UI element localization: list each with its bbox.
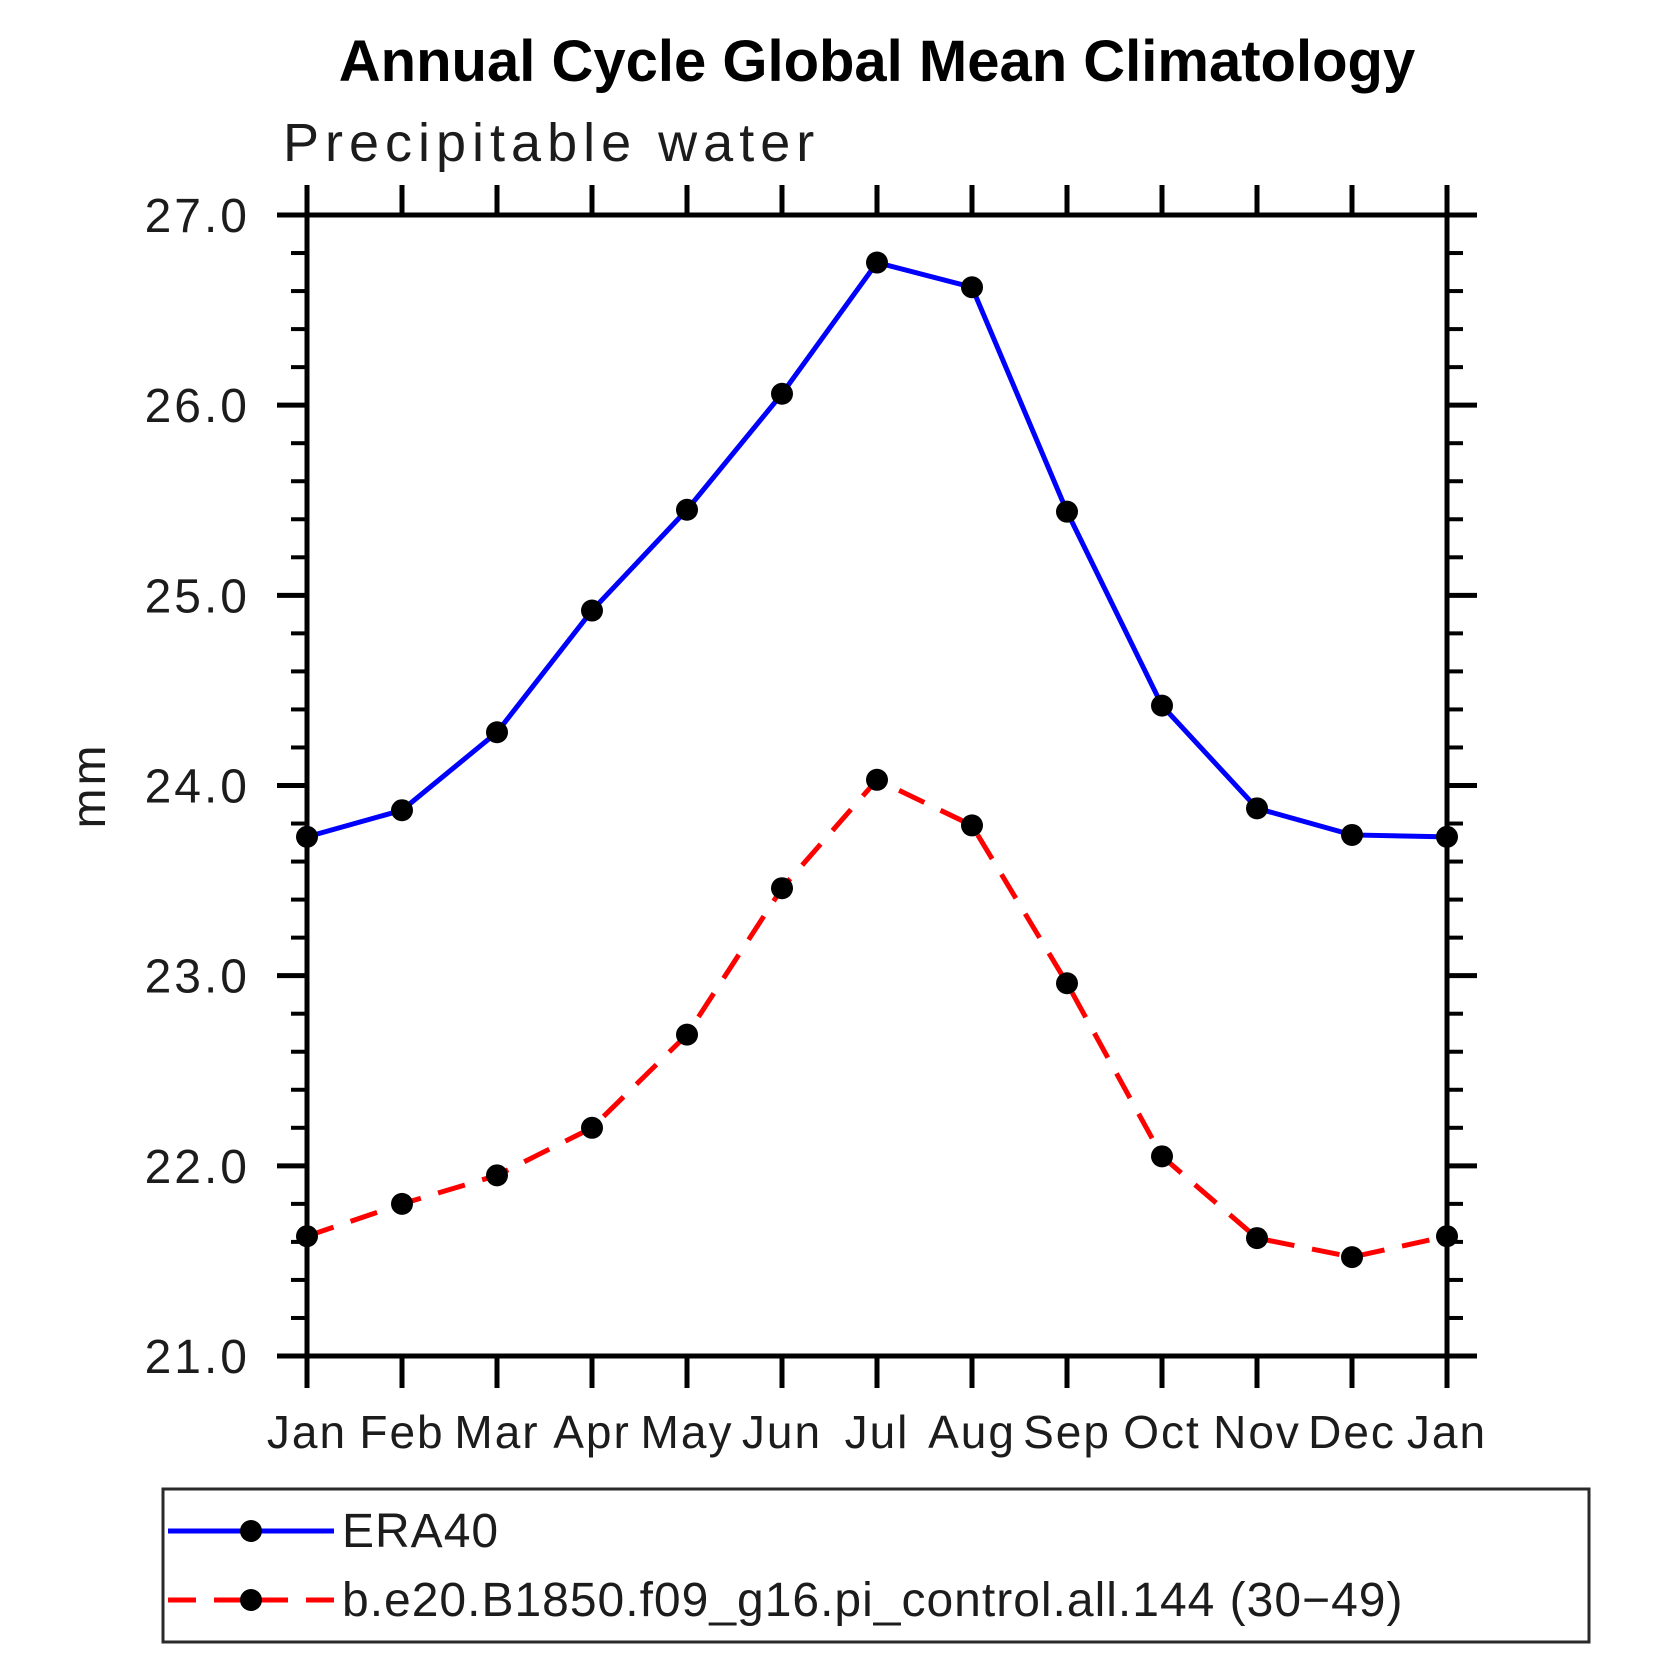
data-point-marker-series-0 — [1056, 500, 1078, 523]
y-axis-tick-label: 22.0 — [145, 1141, 250, 1194]
data-point-marker-series-1 — [296, 1225, 318, 1248]
data-point-marker-series-1 — [1436, 1225, 1458, 1248]
legend-marker-0 — [240, 1520, 262, 1542]
data-point-marker-series-1 — [1341, 1246, 1363, 1269]
y-axis-tick-label: 25.0 — [145, 570, 250, 623]
legend-label-0: ERA40 — [342, 1505, 499, 1558]
data-point-marker-series-0 — [771, 382, 793, 405]
data-point-marker-series-1 — [676, 1023, 698, 1046]
x-axis-tick-label: Dec — [1308, 1406, 1396, 1458]
y-axis-title: mm — [63, 743, 116, 829]
y-axis-tick-label: 23.0 — [145, 951, 250, 1004]
data-point-marker-series-1 — [391, 1192, 413, 1215]
data-point-marker-series-0 — [1436, 825, 1458, 848]
legend-label-1: b.e20.B1850.f09_g16.pi_control.all.144 (… — [342, 1574, 1403, 1627]
data-point-marker-series-0 — [296, 825, 318, 848]
data-point-marker-series-1 — [1056, 972, 1078, 995]
data-point-marker-series-1 — [1151, 1145, 1173, 1168]
data-point-marker-series-0 — [1151, 694, 1173, 717]
data-point-marker-series-0 — [581, 599, 603, 622]
data-point-marker-series-1 — [866, 768, 888, 791]
series-line-1 — [306, 776, 1448, 1260]
data-point-marker-series-1 — [961, 814, 983, 837]
y-axis-tick-label: 26.0 — [145, 380, 250, 433]
x-axis-tick-label: Apr — [553, 1406, 631, 1458]
x-axis-tick-label: Feb — [359, 1406, 444, 1458]
data-point-marker-series-0 — [391, 799, 413, 822]
x-axis-tick-label: Aug — [928, 1406, 1016, 1458]
data-point-marker-series-0 — [866, 251, 888, 274]
data-point-marker-series-1 — [771, 877, 793, 900]
x-axis-tick-label: Jan — [267, 1406, 347, 1458]
y-axis-tick-label: 21.0 — [145, 1331, 250, 1384]
data-point-marker-series-1 — [486, 1164, 508, 1187]
data-point-marker-series-0 — [676, 498, 698, 521]
data-point-marker-series-0 — [961, 276, 983, 299]
data-point-marker-series-0 — [486, 721, 508, 744]
x-axis-tick-label: Nov — [1213, 1406, 1301, 1458]
x-axis-tick-label: Mar — [454, 1406, 539, 1458]
y-axis-tick-label: 24.0 — [145, 761, 250, 814]
x-axis-tick-label: Sep — [1023, 1406, 1111, 1458]
legend-marker-1 — [240, 1589, 262, 1611]
x-axis-tick-label: Jan — [1407, 1406, 1487, 1458]
legend-box — [161, 1487, 1591, 1644]
data-point-marker-series-0 — [1341, 823, 1363, 846]
data-point-marker-series-1 — [1246, 1227, 1268, 1250]
y-axis-tick-label: 27.0 — [145, 190, 250, 243]
x-axis-tick-label: Jul — [845, 1406, 910, 1458]
data-point-marker-series-1 — [581, 1116, 603, 1139]
x-axis-tick-label: Jun — [742, 1406, 822, 1458]
chart-subtitle: Precipitable water — [283, 113, 821, 173]
x-axis-tick-label: May — [641, 1406, 734, 1458]
x-axis-tick-label: Oct — [1123, 1406, 1201, 1458]
chart-title: Annual Cycle Global Mean Climatology — [338, 29, 1416, 94]
series-line-0 — [306, 259, 1448, 840]
data-point-marker-series-0 — [1246, 797, 1268, 820]
